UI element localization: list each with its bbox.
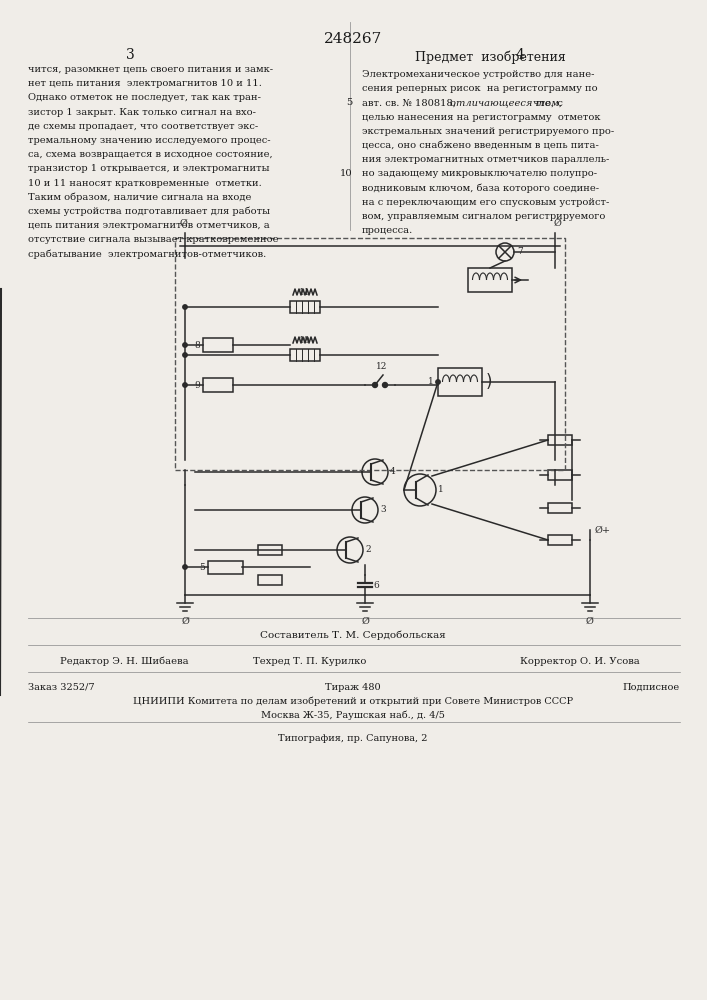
Text: отсутствие сигнала вызывает кратковременное: отсутствие сигнала вызывает кратковремен… <box>28 235 279 244</box>
Text: 8: 8 <box>194 340 200 350</box>
Text: 10 и 11 наносят кратковременные  отметки.: 10 и 11 наносят кратковременные отметки. <box>28 179 262 188</box>
Text: де схемы пропадает, что соответствует экс-: де схемы пропадает, что соответствует эк… <box>28 122 258 131</box>
Text: процесса.: процесса. <box>362 226 414 235</box>
Text: отличающееся тем,: отличающееся тем, <box>450 98 562 107</box>
Text: вом, управляемым сигналом регистрируемого: вом, управляемым сигналом регистрируемог… <box>362 212 605 221</box>
Text: ния электромагнитных отметчиков параллель-: ния электромагнитных отметчиков параллел… <box>362 155 609 164</box>
Text: Ø: Ø <box>586 617 594 626</box>
Circle shape <box>373 382 378 387</box>
Text: 248267: 248267 <box>324 32 382 46</box>
Text: Предмет  изобретения: Предмет изобретения <box>414 50 566 64</box>
Text: сения реперных рисок  на регистограмму по: сения реперных рисок на регистограмму по <box>362 84 597 93</box>
Text: 3: 3 <box>126 48 134 62</box>
Text: Электромеханическое устройство для нане-: Электромеханическое устройство для нане- <box>362 70 595 79</box>
Text: цепь питания электромагнитов отметчиков, а: цепь питания электромагнитов отметчиков,… <box>28 221 270 230</box>
Text: Подписное: Подписное <box>623 683 680 692</box>
Circle shape <box>436 380 440 384</box>
Text: 5: 5 <box>346 98 352 107</box>
Text: срабатывание  электромагнитов-отметчиков.: срабатывание электромагнитов-отметчиков. <box>28 250 267 259</box>
Text: Корректор О. И. Усова: Корректор О. И. Усова <box>520 657 640 666</box>
Text: ): ) <box>486 373 493 391</box>
Circle shape <box>183 343 187 347</box>
Text: 4: 4 <box>390 468 396 477</box>
Text: водниковым ключом, база которого соедине-: водниковым ключом, база которого соедине… <box>362 184 599 193</box>
Text: Ø+: Ø+ <box>595 526 611 534</box>
Text: 1: 1 <box>428 377 434 386</box>
Text: авт. св. № 180818,: авт. св. № 180818, <box>362 98 459 107</box>
Text: 9: 9 <box>194 380 200 389</box>
Text: 1: 1 <box>438 486 444 494</box>
Text: Ø: Ø <box>181 617 189 626</box>
Text: Ø: Ø <box>553 219 561 228</box>
Text: нет цепь питания  электромагнитов 10 и 11.: нет цепь питания электромагнитов 10 и 11… <box>28 79 262 88</box>
Circle shape <box>183 353 187 357</box>
Text: Редактор Э. Н. Шибаева: Редактор Э. Н. Шибаева <box>60 657 189 666</box>
Text: Ø: Ø <box>361 617 369 626</box>
Text: 6: 6 <box>373 580 379 589</box>
Text: тремальному значению исследуемого процес-: тремальному значению исследуемого процес… <box>28 136 271 145</box>
Text: транзистор 1 открывается, и электромагниты: транзистор 1 открывается, и электромагни… <box>28 164 269 173</box>
Text: цесса, оно снабжено введенным в цепь пита-: цесса, оно снабжено введенным в цепь пит… <box>362 141 599 150</box>
Text: 10: 10 <box>339 169 352 178</box>
Text: Ø: Ø <box>179 219 187 228</box>
Circle shape <box>183 305 187 309</box>
Text: 4: 4 <box>515 48 525 62</box>
Text: ЦНИИПИ Комитета по делам изобретений и открытий при Совете Министров СССР: ЦНИИПИ Комитета по делам изобретений и о… <box>133 697 573 706</box>
Text: зистор 1 закрыт. Как только сигнал на вхо-: зистор 1 закрыт. Как только сигнал на вх… <box>28 108 256 117</box>
Text: 11: 11 <box>299 288 311 297</box>
Text: на с переключающим его спусковым устройст-: на с переключающим его спусковым устройс… <box>362 198 609 207</box>
Text: Москва Ж-35, Раушская наб., д. 4/5: Москва Ж-35, Раушская наб., д. 4/5 <box>261 710 445 720</box>
Circle shape <box>183 565 187 569</box>
Text: Типография, пр. Сапунова, 2: Типография, пр. Сапунова, 2 <box>279 734 428 743</box>
Circle shape <box>183 383 187 387</box>
Text: 5: 5 <box>199 562 205 572</box>
Text: чится, разомкнет цепь своего питания и замк-: чится, разомкнет цепь своего питания и з… <box>28 65 273 74</box>
Text: Составитель Т. М. Сердобольская: Составитель Т. М. Сердобольская <box>260 630 446 640</box>
Text: Однако отметок не последует, так как тран-: Однако отметок не последует, так как тра… <box>28 93 261 102</box>
Text: 7: 7 <box>517 247 522 256</box>
Text: 2: 2 <box>365 546 370 554</box>
Text: са, схема возвращается в исходное состояние,: са, схема возвращается в исходное состоя… <box>28 150 273 159</box>
Text: схемы устройства подготавливает для работы: схемы устройства подготавливает для рабо… <box>28 207 270 217</box>
Text: 12: 12 <box>376 362 387 371</box>
Text: целью нанесения на регистограмму  отметок: целью нанесения на регистограмму отметок <box>362 113 600 122</box>
Text: 3: 3 <box>380 506 385 514</box>
Circle shape <box>382 382 387 387</box>
Text: экстремальных значений регистрируемого про-: экстремальных значений регистрируемого п… <box>362 127 614 136</box>
Text: но задающему микровыключателю полупро-: но задающему микровыключателю полупро- <box>362 169 597 178</box>
Text: Тираж 480: Тираж 480 <box>325 683 381 692</box>
Text: что, с: что, с <box>530 98 563 107</box>
Text: 10: 10 <box>299 336 311 345</box>
Text: Таким образом, наличие сигнала на входе: Таким образом, наличие сигнала на входе <box>28 193 252 202</box>
Text: Заказ 3252/7: Заказ 3252/7 <box>28 683 95 692</box>
Text: Техред Т. П. Курилко: Техред Т. П. Курилко <box>253 657 367 666</box>
